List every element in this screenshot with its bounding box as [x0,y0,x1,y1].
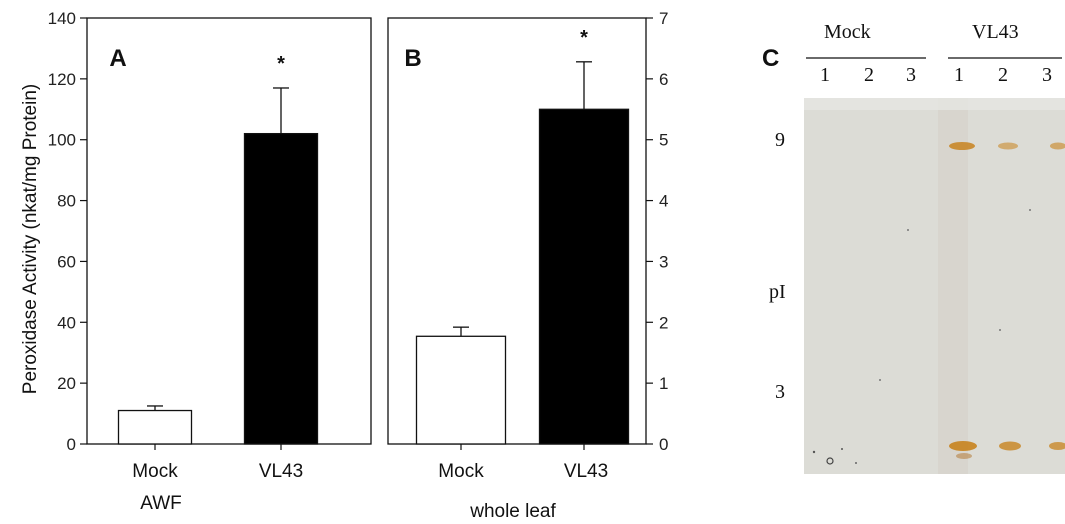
x-axis-label: whole leaf [469,501,556,522]
y-tick-label: 140 [48,9,76,28]
gel-band [949,441,977,451]
y-tick-label: 0 [67,435,76,454]
plot-frame [86,17,372,445]
gel-band [949,142,975,150]
gel-band [1049,442,1065,450]
panel-c-gel: C Mock VL43 1 2 3 1 2 3 9 pI 3 [762,21,1065,474]
significance-star: * [580,27,588,49]
y-tick-label: 4 [659,192,668,211]
y-tick-label: 3 [659,252,668,271]
gel-lane-label: 3 [1042,64,1052,86]
y-axis-label: Peroxidase Activity (nkat/mg Protein) [20,84,41,394]
panel-a-chart: 0 20 40 60 80 100 120 140 * Mock VL43 AWF A Peroxidas… [20,9,372,514]
y-tick-label: 1 [659,374,668,393]
gel-pi-axis-label: pI [769,281,786,303]
bar-mock [415,335,507,445]
gel-lane-label: 2 [864,64,874,86]
bar-vl43 [538,108,630,445]
gel-speck [999,329,1001,331]
x-axis-label: AWF [140,493,182,514]
gel-pi-mark-9: 9 [775,129,785,151]
gel-speck [907,229,909,231]
y-tick-label: 20 [57,374,76,393]
panel-b-chart: 0 1 2 3 4 5 6 7 * Mock VL43 whole leaf B [387,9,668,522]
y-tick-label: 60 [57,252,76,271]
category-label: Mock [438,461,484,482]
y-tick-label: 7 [659,9,668,28]
y-tick-label: 6 [659,70,668,89]
y-tick-label: 5 [659,131,668,150]
y-tick-label: 40 [57,313,76,332]
category-label: VL43 [259,461,303,482]
gel-background [804,98,1065,474]
gel-speck [841,448,843,450]
category-label: Mock [132,461,178,482]
gel-lane-label: 1 [820,64,830,86]
bar-mock [117,409,193,445]
gel-speck [855,462,857,464]
y-tick-label: 120 [48,70,76,89]
gel-lane-streak [938,98,968,474]
category-label: VL43 [564,461,608,482]
gel-speck [826,457,834,465]
gel-lane-label: 3 [906,64,916,86]
gel-lane-label: 2 [998,64,1008,86]
gel-lane-label: 1 [954,64,964,86]
gel-band [998,142,1018,150]
gel-group-label-vl43: VL43 [972,21,1019,43]
gel-band-smear [956,453,972,459]
gel-band [1050,142,1065,150]
y-tick-label: 0 [659,435,668,454]
gel-band [999,441,1021,451]
y-tick-label: 2 [659,313,668,332]
y-tick-label: 100 [48,131,76,150]
gel-speck [1029,209,1031,211]
gel-pi-mark-3: 3 [775,381,785,403]
significance-star: * [277,53,285,75]
panel-letter-b: B [404,45,421,72]
gel-top-edge [804,98,1065,110]
plot-frame [387,17,647,445]
gel-speck [879,379,881,381]
gel-speck [812,450,816,454]
panel-letter-c: C [762,45,779,72]
panel-letter-a: A [109,45,126,72]
gel-group-label-mock: Mock [824,21,871,43]
y-tick-label: 80 [57,192,76,211]
bar-vl43 [243,132,319,445]
